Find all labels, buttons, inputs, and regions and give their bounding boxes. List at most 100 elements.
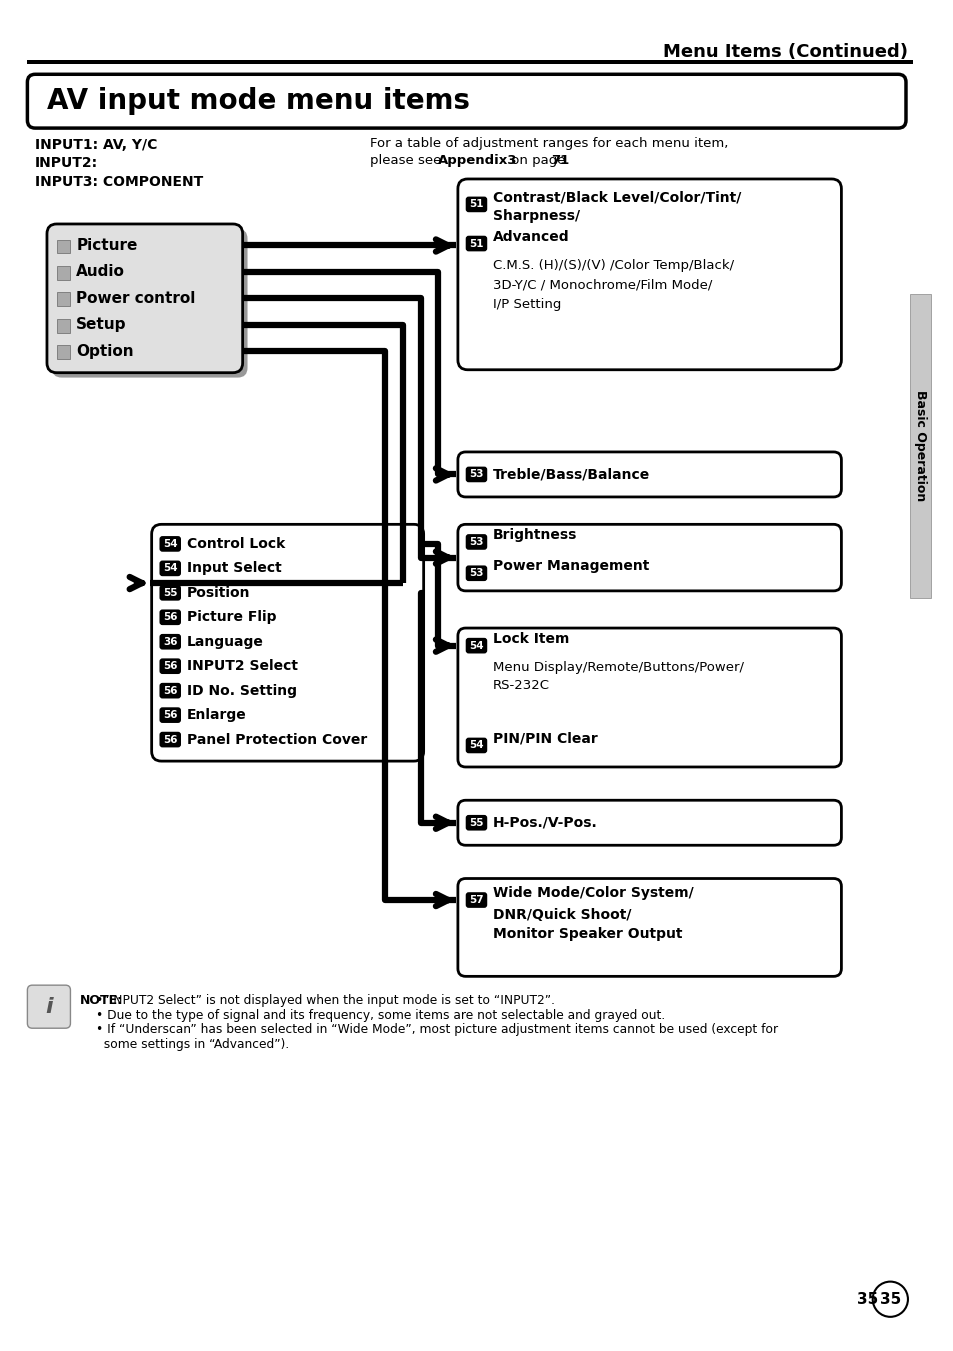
Text: AV input mode menu items: AV input mode menu items bbox=[47, 86, 470, 115]
Text: Picture: Picture bbox=[76, 238, 137, 253]
FancyBboxPatch shape bbox=[465, 638, 487, 654]
Text: Appendix3: Appendix3 bbox=[437, 154, 517, 166]
FancyBboxPatch shape bbox=[159, 682, 181, 698]
Text: Setup: Setup bbox=[76, 317, 127, 332]
Text: 53: 53 bbox=[469, 536, 483, 547]
Text: Control Lock: Control Lock bbox=[187, 536, 285, 551]
Text: ID No. Setting: ID No. Setting bbox=[187, 684, 296, 697]
FancyBboxPatch shape bbox=[159, 585, 181, 601]
Text: Picture Flip: Picture Flip bbox=[187, 611, 276, 624]
Text: Language: Language bbox=[187, 635, 263, 648]
FancyBboxPatch shape bbox=[465, 892, 487, 908]
Text: Position: Position bbox=[187, 586, 250, 600]
Text: 56: 56 bbox=[163, 686, 177, 696]
Text: 53: 53 bbox=[469, 469, 483, 480]
FancyBboxPatch shape bbox=[159, 634, 181, 650]
Bar bbox=[56, 292, 71, 307]
FancyBboxPatch shape bbox=[465, 466, 487, 482]
FancyBboxPatch shape bbox=[457, 800, 841, 846]
FancyBboxPatch shape bbox=[28, 985, 71, 1028]
Bar bbox=[56, 319, 71, 332]
FancyBboxPatch shape bbox=[159, 658, 181, 674]
Text: I/P Setting: I/P Setting bbox=[493, 297, 561, 311]
Text: please see: please see bbox=[370, 154, 445, 166]
FancyBboxPatch shape bbox=[465, 738, 487, 754]
Text: 56: 56 bbox=[163, 711, 177, 720]
Text: Sharpness/: Sharpness/ bbox=[493, 209, 579, 223]
Text: INPUT2 Select: INPUT2 Select bbox=[187, 659, 297, 673]
Bar bbox=[56, 266, 71, 280]
Text: 55: 55 bbox=[469, 817, 483, 828]
FancyBboxPatch shape bbox=[51, 228, 247, 377]
Text: 54: 54 bbox=[469, 640, 483, 651]
Text: 51: 51 bbox=[469, 239, 483, 249]
FancyBboxPatch shape bbox=[457, 524, 841, 590]
FancyBboxPatch shape bbox=[457, 453, 841, 497]
Text: 36: 36 bbox=[163, 636, 177, 647]
Text: Option: Option bbox=[76, 343, 133, 358]
Text: Brightness: Brightness bbox=[493, 528, 577, 542]
Text: 56: 56 bbox=[163, 661, 177, 671]
Text: Lock Item: Lock Item bbox=[493, 632, 569, 646]
Text: Power Management: Power Management bbox=[493, 559, 649, 573]
Text: Menu Display/Remote/Buttons/Power/: Menu Display/Remote/Buttons/Power/ bbox=[493, 661, 743, 674]
Text: Panel Protection Cover: Panel Protection Cover bbox=[187, 732, 367, 747]
Text: Audio: Audio bbox=[76, 265, 125, 280]
Text: 51: 51 bbox=[469, 200, 483, 209]
FancyBboxPatch shape bbox=[159, 708, 181, 723]
Text: Power control: Power control bbox=[76, 290, 195, 305]
Text: • If “Underscan” has been selected in “Wide Mode”, most picture adjustment items: • If “Underscan” has been selected in “W… bbox=[96, 1023, 778, 1036]
Text: For a table of adjustment ranges for each menu item,: For a table of adjustment ranges for eac… bbox=[370, 136, 727, 150]
Text: Contrast/Black Level/Color/Tint/: Contrast/Black Level/Color/Tint/ bbox=[493, 190, 740, 204]
FancyBboxPatch shape bbox=[465, 534, 487, 550]
Circle shape bbox=[872, 1282, 907, 1317]
Text: 35: 35 bbox=[856, 1292, 878, 1306]
Text: DNR/Quick Shoot/: DNR/Quick Shoot/ bbox=[493, 908, 631, 921]
FancyBboxPatch shape bbox=[159, 561, 181, 576]
Text: 3D-Y/C / Monochrome/Film Mode/: 3D-Y/C / Monochrome/Film Mode/ bbox=[493, 278, 712, 290]
FancyBboxPatch shape bbox=[457, 178, 841, 370]
Text: 53: 53 bbox=[469, 569, 483, 578]
Text: 54: 54 bbox=[163, 563, 177, 573]
Bar bbox=[909, 295, 930, 597]
Text: 35: 35 bbox=[879, 1292, 900, 1306]
Text: some settings in “Advanced”).: some settings in “Advanced”). bbox=[96, 1038, 289, 1051]
Text: .: . bbox=[564, 154, 568, 166]
Text: 56: 56 bbox=[163, 612, 177, 623]
Text: Monitor Speaker Output: Monitor Speaker Output bbox=[493, 927, 682, 942]
FancyBboxPatch shape bbox=[47, 224, 242, 373]
FancyBboxPatch shape bbox=[457, 878, 841, 977]
FancyBboxPatch shape bbox=[465, 235, 487, 251]
Text: PIN/PIN Clear: PIN/PIN Clear bbox=[493, 732, 598, 746]
Text: 54: 54 bbox=[469, 740, 483, 750]
FancyBboxPatch shape bbox=[465, 566, 487, 581]
FancyBboxPatch shape bbox=[159, 732, 181, 747]
Text: •“INPUT2 Select” is not displayed when the input mode is set to “INPUT2”.: •“INPUT2 Select” is not displayed when t… bbox=[96, 994, 555, 1006]
Text: INPUT1: AV, Y/C: INPUT1: AV, Y/C bbox=[35, 138, 157, 151]
Text: H-Pos./V-Pos.: H-Pos./V-Pos. bbox=[493, 816, 598, 830]
Text: 57: 57 bbox=[469, 896, 483, 905]
Text: Input Select: Input Select bbox=[187, 562, 281, 576]
Text: 56: 56 bbox=[163, 735, 177, 744]
FancyBboxPatch shape bbox=[159, 536, 181, 551]
FancyBboxPatch shape bbox=[465, 815, 487, 831]
FancyBboxPatch shape bbox=[465, 197, 487, 212]
Text: 54: 54 bbox=[163, 539, 177, 549]
Text: INPUT2:: INPUT2: bbox=[35, 157, 98, 170]
Text: Advanced: Advanced bbox=[493, 230, 569, 243]
FancyBboxPatch shape bbox=[457, 628, 841, 767]
Text: 55: 55 bbox=[163, 588, 177, 598]
Text: Enlarge: Enlarge bbox=[187, 708, 247, 723]
Text: Basic Operation: Basic Operation bbox=[913, 390, 926, 501]
FancyBboxPatch shape bbox=[28, 74, 905, 128]
Text: Menu Items (Continued): Menu Items (Continued) bbox=[662, 43, 907, 61]
Bar bbox=[56, 346, 71, 359]
Text: i: i bbox=[45, 997, 52, 1017]
Text: • Due to the type of signal and its frequency, some items are not selectable and: • Due to the type of signal and its freq… bbox=[96, 1009, 664, 1021]
Text: INPUT3: COMPONENT: INPUT3: COMPONENT bbox=[35, 176, 203, 189]
Bar bbox=[28, 59, 912, 65]
Text: on page: on page bbox=[506, 154, 569, 166]
FancyBboxPatch shape bbox=[159, 609, 181, 626]
Text: RS-232C: RS-232C bbox=[493, 680, 550, 692]
Text: Wide Mode/Color System/: Wide Mode/Color System/ bbox=[493, 886, 693, 900]
